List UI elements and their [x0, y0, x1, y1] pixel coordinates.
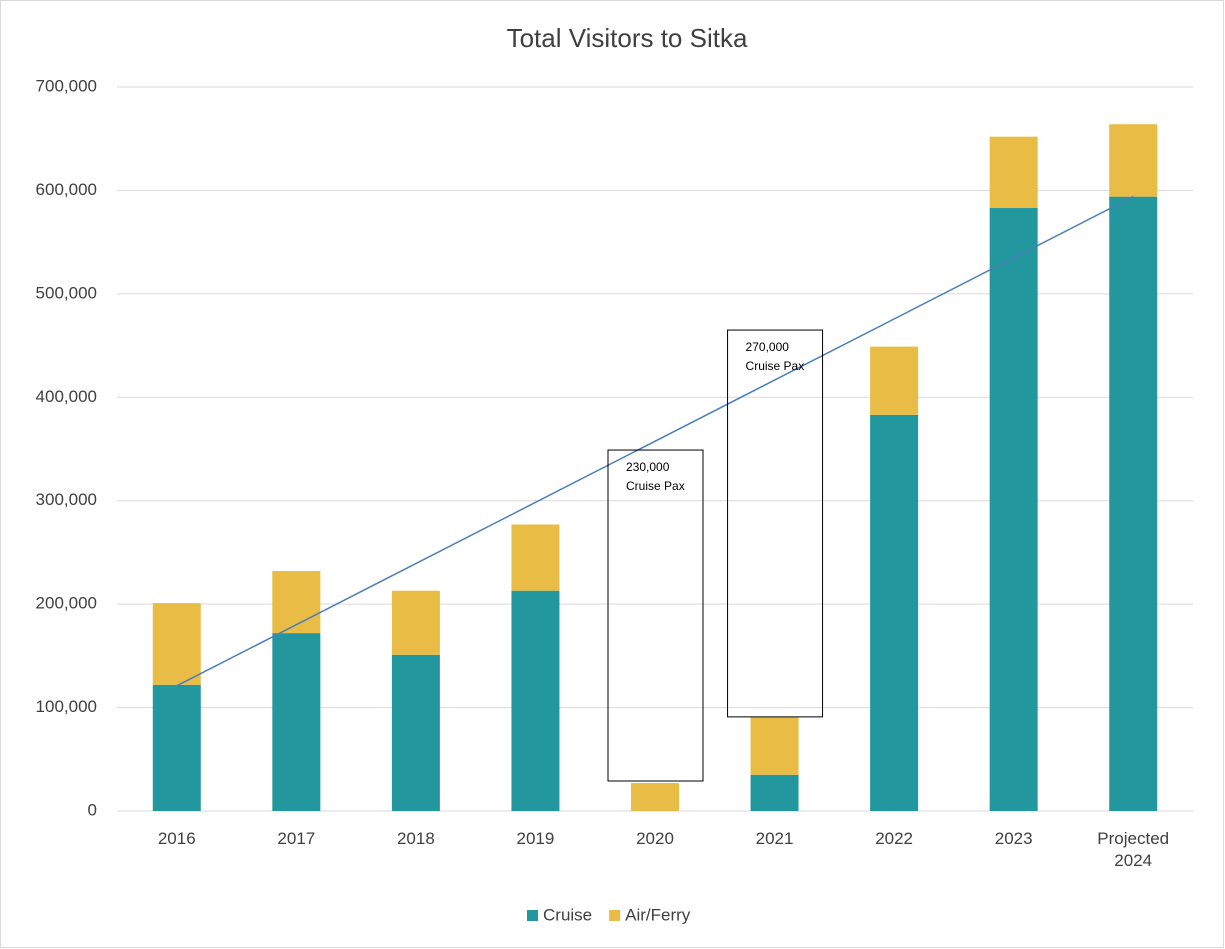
y-tick-label: 0 — [88, 800, 97, 819]
bar-segment — [391, 654, 440, 811]
bar-segment — [152, 603, 201, 685]
legend-label: Air/Ferry — [625, 905, 691, 924]
x-tick-label: 2019 — [516, 829, 555, 848]
bar-segment — [870, 346, 919, 415]
annotation-box — [727, 329, 824, 718]
x-tick-label: 2022 — [875, 829, 914, 848]
annotation-text: 230,000 — [626, 460, 670, 474]
y-tick-label: 300,000 — [36, 490, 97, 509]
annotation-box — [607, 449, 704, 782]
y-tick-label: 600,000 — [36, 180, 97, 199]
y-tick-label: 400,000 — [36, 387, 97, 406]
bar-segment — [1109, 196, 1158, 812]
bar-segment — [391, 590, 440, 655]
x-tick-label: 2017 — [277, 829, 316, 848]
annotation-text: Cruise Pax — [746, 359, 805, 373]
annotation-text: Cruise Pax — [626, 479, 685, 493]
bar-segment — [870, 414, 919, 811]
x-tick-label: 2016 — [157, 829, 196, 848]
legend-swatch — [527, 910, 538, 921]
bar-segment — [989, 136, 1038, 209]
legend-swatch — [609, 910, 621, 921]
bar-segment — [152, 684, 201, 811]
y-tick-label: 100,000 — [36, 697, 97, 716]
y-tick-label: 500,000 — [36, 283, 97, 302]
annotation-text: 270,000 — [746, 340, 790, 354]
y-tick-label: 200,000 — [36, 594, 97, 613]
y-tick-label: 700,000 — [36, 76, 97, 95]
bar-segment — [272, 571, 321, 634]
x-tick-label: 2018 — [396, 829, 435, 848]
x-tick-label: Projected 2024 — [1097, 829, 1170, 870]
bar-segment — [750, 774, 799, 811]
x-tick-label: 2023 — [994, 829, 1033, 848]
bar-segment — [272, 633, 321, 811]
bar-segment — [631, 783, 679, 811]
bar-segment — [750, 716, 799, 775]
bar-segment — [1109, 124, 1158, 197]
bar-segment — [989, 208, 1038, 812]
bar-segment — [511, 524, 560, 591]
x-tick-label: 2021 — [755, 829, 794, 848]
bar-segment — [511, 590, 560, 811]
x-tick-label: 2020 — [636, 829, 674, 848]
legend-label: Cruise — [543, 905, 592, 924]
chart-title: Total Visitors to Sitka — [507, 23, 748, 53]
trendline — [176, 195, 1134, 687]
